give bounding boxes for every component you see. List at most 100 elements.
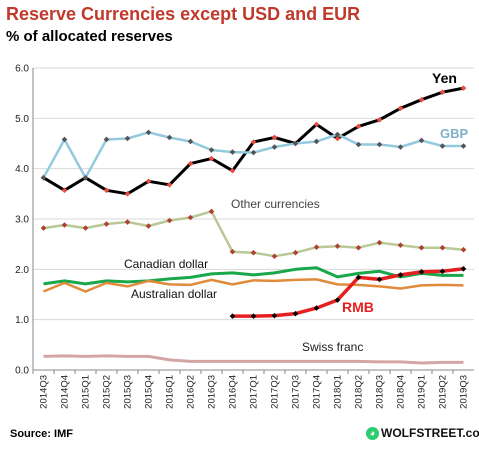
data-point-gbp (313, 138, 320, 145)
series-line-australian-dollar (43, 278, 464, 293)
data-point-gbp (103, 136, 110, 143)
data-point-rmb (229, 313, 236, 319)
data-point-rmb (271, 312, 278, 319)
data-point-other-currencies (187, 214, 194, 221)
data-point-rmb (313, 305, 320, 311)
data-point-other-currencies (124, 219, 131, 225)
data-point-yen (250, 139, 257, 145)
data-point-other-currencies (61, 222, 68, 228)
data-point-yen (334, 135, 341, 142)
data-point-yen (460, 85, 467, 91)
data-point-gbp (250, 149, 257, 156)
data-point-other-currencies (145, 223, 152, 229)
data-point-other-currencies (82, 225, 89, 231)
data-point-gbp (418, 137, 425, 144)
series-line-other-currencies (43, 210, 464, 258)
data-point-yen (124, 191, 131, 197)
x-tick-label: 2014Q4 (60, 375, 71, 409)
data-point-gbp (355, 141, 362, 148)
x-tick-label: 2016Q2 (186, 375, 197, 409)
data-point-other-currencies (229, 248, 236, 255)
data-point-gbp (208, 147, 215, 153)
data-point-other-currencies (208, 208, 215, 215)
data-point-rmb (418, 269, 425, 275)
series-label-rmb: RMB (342, 299, 374, 315)
series-label-yen: Yen (432, 70, 457, 86)
data-point-yen (271, 134, 278, 141)
x-tick-label: 2016Q1 (165, 375, 176, 409)
x-tick-label: 2016Q4 (228, 375, 239, 409)
data-point-gbp (292, 140, 299, 147)
data-point-gbp (376, 141, 383, 148)
data-point-other-currencies (439, 244, 446, 251)
data-point-gbp (229, 149, 236, 155)
watermark-text: WOLFSTREET.com (381, 426, 479, 440)
data-point-yen (376, 117, 383, 123)
data-point-other-currencies (355, 244, 362, 251)
data-point-other-currencies (271, 253, 278, 260)
data-point-yen (61, 187, 68, 194)
x-tick-label: 2017Q4 (312, 375, 323, 409)
data-point-rmb (355, 274, 362, 281)
x-tick-label: 2017Q1 (249, 375, 260, 409)
series-line-rmb (232, 267, 464, 318)
data-point-other-currencies (250, 249, 257, 256)
chart-subtitle: % of allocated reserves (6, 28, 173, 45)
x-tick-label: 2018Q1 (333, 375, 344, 409)
data-point-gbp (61, 136, 68, 143)
y-tick-label: 1.0 (15, 315, 29, 326)
series-label-australian-dollar: Australian dollar (131, 287, 217, 301)
data-point-gbp (124, 135, 131, 142)
x-tick-label: 2015Q1 (81, 375, 92, 409)
x-tick-label: 2017Q2 (270, 375, 281, 409)
data-point-yen (187, 160, 194, 167)
data-point-yen (145, 178, 152, 185)
data-point-other-currencies (40, 225, 47, 231)
wechat-icon: ◕ (366, 427, 379, 441)
data-point-yen (208, 155, 215, 162)
data-point-gbp (166, 134, 173, 141)
x-tick-label: 2018Q3 (375, 375, 386, 409)
data-point-other-currencies (166, 217, 173, 224)
data-point-yen (166, 181, 173, 188)
data-point-other-currencies (292, 249, 299, 256)
data-point-gbp (334, 131, 341, 138)
data-point-yen (103, 187, 110, 194)
series-label-other-currencies: Other currencies (231, 197, 320, 211)
data-point-other-currencies (460, 246, 467, 253)
series-lines (40, 85, 467, 365)
data-point-other-currencies (103, 221, 110, 227)
data-point-rmb (397, 272, 404, 278)
y-tick-label: 2.0 (15, 265, 29, 276)
data-point-other-currencies (313, 244, 320, 250)
data-point-rmb (334, 297, 341, 303)
data-point-yen (355, 123, 362, 130)
data-point-rmb (439, 268, 446, 275)
x-tick-label: 2015Q3 (123, 375, 134, 409)
data-point-gbp (187, 138, 194, 145)
data-point-gbp (397, 144, 404, 150)
data-point-gbp (82, 174, 89, 181)
x-tick-label: 2019Q2 (438, 375, 449, 409)
data-point-yen (418, 96, 425, 103)
y-axis: 0.0 1.0 2.0 3.0 4.0 5.0 6.0 (15, 64, 34, 377)
y-tick-label: 3.0 (15, 215, 29, 226)
x-axis: 2014Q3 2014Q4 2015Q1 2015Q2 2015Q3 2015Q4 2016… (32, 370, 470, 409)
data-point-yen (229, 167, 236, 174)
data-point-gbp (460, 143, 467, 149)
y-tick-label: 4.0 (15, 164, 29, 175)
data-point-other-currencies (418, 244, 425, 251)
series-label-gbp: GBP (440, 126, 469, 141)
data-point-gbp (271, 144, 278, 150)
series-labels: Yen GBP Other currencies Canadian dollar Aus… (124, 70, 469, 354)
series-label-swiss-franc: Swiss franc (302, 340, 363, 354)
x-tick-label: 2018Q2 (354, 375, 365, 409)
y-tick-label: 0.0 (15, 366, 29, 377)
y-tick-label: 5.0 (15, 114, 29, 125)
series-label-canadian-dollar: Canadian dollar (124, 257, 208, 271)
series-line-swiss-franc (43, 354, 464, 365)
grid-lines (33, 67, 474, 371)
data-point-gbp (439, 143, 446, 149)
x-tick-label: 2018Q4 (396, 375, 407, 409)
data-point-yen (313, 121, 320, 128)
